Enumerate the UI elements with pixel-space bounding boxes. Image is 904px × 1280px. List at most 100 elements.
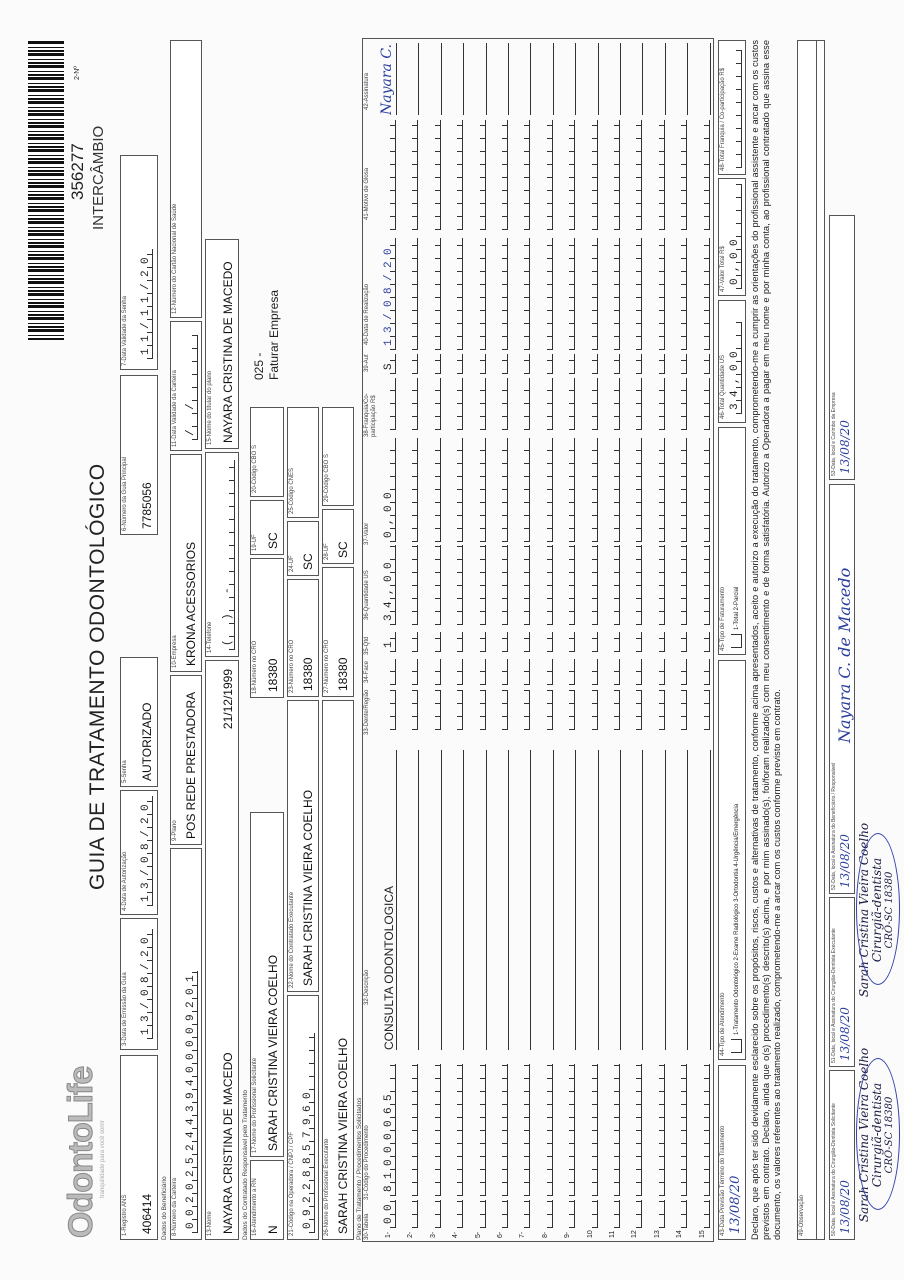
cell-data[interactable] — [450, 238, 464, 350]
cell-face[interactable] — [584, 659, 598, 685]
cell-descricao[interactable] — [449, 750, 465, 1050]
cell-valor[interactable] — [696, 438, 710, 542]
field-data-autorizacao[interactable]: 4-Data de Autorização 13/08/20 — [120, 790, 158, 915]
cell-descricao[interactable] — [561, 750, 577, 1050]
cell-dente[interactable] — [651, 690, 665, 730]
cell-tabela[interactable]: 00 — [383, 1200, 396, 1228]
cell-qtd[interactable] — [539, 632, 553, 652]
cell-codigo[interactable] — [674, 1064, 688, 1196]
field-empresa[interactable]: 10-Empresa KRONA ACESSORIOS — [170, 454, 202, 672]
cell-data[interactable]: 13/08/20 — [383, 238, 396, 350]
cell-assinatura[interactable] — [580, 43, 599, 115]
table-row[interactable]: 6- — [490, 40, 512, 1240]
cell-descricao[interactable] — [606, 750, 621, 1050]
field-cro-solicitante[interactable]: 18-Número no CRO 18380 — [250, 558, 284, 698]
cell-qtd[interactable] — [517, 632, 531, 652]
table-row[interactable]: 10 — [580, 40, 602, 1240]
field-nome[interactable]: 13-Nome NAYARA CRISTINA DE MACEDO 21/12/19… — [205, 660, 239, 1240]
cell-codigo[interactable] — [427, 1064, 441, 1196]
cell-assinatura[interactable] — [535, 43, 554, 115]
cell-data[interactable] — [539, 238, 553, 350]
cell-franquia[interactable] — [674, 378, 688, 430]
cell-assinatura[interactable] — [446, 43, 465, 115]
cell-tabela[interactable] — [472, 1200, 486, 1228]
cell-aut[interactable] — [584, 354, 598, 374]
cell-aut[interactable] — [651, 354, 665, 374]
cell-tabela[interactable] — [539, 1200, 553, 1228]
cell-tabela[interactable] — [450, 1200, 464, 1228]
cell-valor[interactable] — [629, 438, 643, 542]
cell-dente[interactable] — [450, 690, 464, 730]
cell-assinatura[interactable] — [468, 43, 487, 115]
cell-glosa[interactable] — [495, 120, 508, 230]
cell-franquia[interactable] — [607, 378, 620, 430]
cell-valor[interactable] — [472, 438, 486, 542]
checkbox[interactable] — [731, 1039, 742, 1053]
cell-descricao[interactable] — [538, 750, 554, 1050]
field-guia-principal[interactable]: 6-Número da Guia Principal 7785056 — [120, 375, 158, 535]
field-uf-solicitante[interactable]: 19-UF SC — [250, 500, 284, 555]
cell-assinatura[interactable] — [423, 43, 442, 115]
cell-dente[interactable] — [427, 690, 441, 730]
cell-us[interactable] — [651, 545, 665, 625]
cell-tabela[interactable] — [405, 1200, 419, 1228]
cell-us[interactable] — [427, 545, 441, 625]
cell-glosa[interactable] — [607, 120, 620, 230]
cell-descricao[interactable] — [494, 750, 509, 1050]
field-observacao[interactable]: 49-Observação — [797, 40, 825, 1240]
cell-valor[interactable] — [405, 438, 419, 542]
cell-codigo[interactable] — [651, 1064, 665, 1196]
field-validade-senha[interactable]: 7-Data Validade da Senha 11/11/20 — [120, 155, 158, 370]
field-previsao-termino[interactable]: 43-Data Previsão Término do Tratamento 13… — [718, 1065, 746, 1240]
field-codigo-operadora[interactable]: 21-Código na Operadora / CNPJ / CPF 09228… — [287, 995, 319, 1240]
cell-franquia[interactable] — [383, 378, 396, 430]
cell-codigo[interactable] — [450, 1064, 464, 1196]
cell-face[interactable] — [405, 659, 419, 685]
cell-qtd[interactable] — [607, 632, 620, 652]
cell-descricao[interactable] — [695, 750, 711, 1050]
cell-dente[interactable] — [539, 690, 553, 730]
cell-assinatura[interactable] — [401, 43, 420, 115]
cell-qtd[interactable] — [629, 632, 643, 652]
field-profissional-solicitante[interactable]: 17-Nome do Profissional Solicitante SARAH… — [250, 812, 284, 1157]
cell-face[interactable] — [629, 659, 643, 685]
table-row[interactable]: 12 — [624, 40, 646, 1240]
table-row[interactable]: 4- — [445, 40, 467, 1240]
cell-data[interactable] — [562, 238, 576, 350]
cell-codigo[interactable] — [696, 1064, 710, 1196]
cell-aut[interactable] — [450, 354, 464, 374]
cell-descricao[interactable] — [516, 750, 532, 1050]
cell-franquia[interactable] — [427, 378, 441, 430]
cell-assinatura[interactable] — [647, 43, 666, 115]
cell-aut[interactable] — [607, 354, 620, 374]
cell-face[interactable] — [562, 659, 576, 685]
cell-tabela[interactable] — [584, 1200, 598, 1228]
cell-us[interactable] — [607, 545, 620, 625]
cell-codigo[interactable] — [584, 1064, 598, 1196]
cell-us[interactable] — [696, 545, 710, 625]
field-atendimento-rn[interactable]: 16-Atendimento a RN N — [250, 1160, 284, 1240]
cell-qtd[interactable] — [584, 632, 598, 652]
cell-codigo[interactable] — [539, 1064, 553, 1196]
cell-codigo[interactable] — [472, 1064, 486, 1196]
cell-data[interactable] — [427, 238, 441, 350]
cell-us[interactable] — [539, 545, 553, 625]
cell-codigo[interactable] — [629, 1064, 643, 1196]
cell-face[interactable] — [674, 659, 688, 685]
cell-face[interactable] — [651, 659, 665, 685]
cell-dente[interactable] — [607, 690, 620, 730]
cell-aut[interactable] — [562, 354, 576, 374]
field-assinatura-solicitante[interactable]: 50-Data, local e Assinatura do Cirurgião… — [829, 1070, 855, 1240]
cell-qtd[interactable] — [651, 632, 665, 652]
cell-qtd[interactable] — [696, 632, 710, 652]
cell-glosa[interactable] — [405, 120, 419, 230]
cell-valor[interactable] — [517, 438, 531, 542]
cell-dente[interactable] — [383, 690, 396, 730]
cell-franquia[interactable] — [495, 378, 508, 430]
cell-us[interactable] — [517, 545, 531, 625]
cell-face[interactable] — [383, 659, 396, 685]
field-profissional-executante[interactable]: 26-Nome do Profissional Executante SARAH … — [322, 700, 354, 1240]
field-cbos-executante[interactable]: 29-Código CBO S — [322, 407, 354, 506]
cell-dente[interactable] — [629, 690, 643, 730]
cell-qtd[interactable] — [562, 632, 576, 652]
